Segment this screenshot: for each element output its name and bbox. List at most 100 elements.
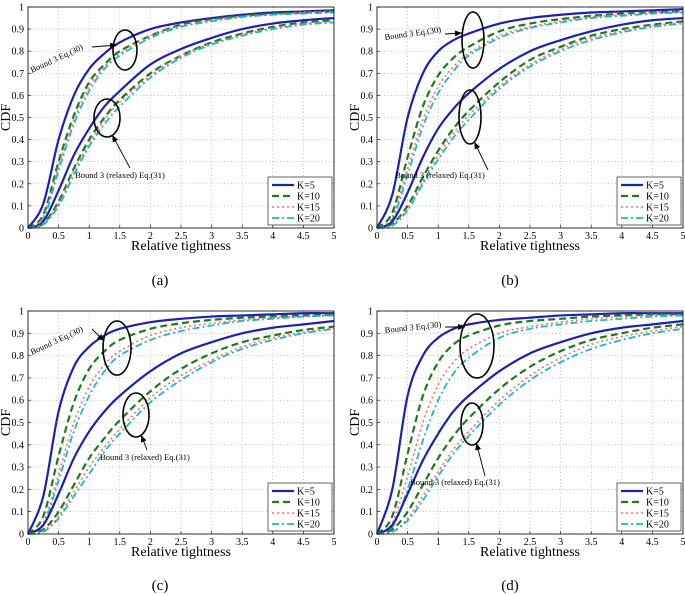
subplot-b: 0 0.5 1 1.5 2 2.5 3 3.5 4 4.5 5 0 0.1 0.2 0.3 0.4 0.5 0.6… (348, 3, 685, 290)
x-tick-label: 5 (681, 231, 685, 242)
y-tick-label: 0.9 (361, 329, 374, 340)
x-tick-label: 3 (558, 537, 563, 548)
legend-label: K=15 (297, 203, 320, 214)
y-tick-label: 1 (19, 307, 24, 318)
subplot-caption: (c) (152, 578, 169, 594)
y-tick-label: 0.5 (12, 418, 25, 429)
subplot-caption: (b) (501, 273, 519, 289)
x-tick-label: 0 (26, 537, 31, 548)
annotation-ellipse-lower (93, 98, 121, 138)
annotation-arrow-lower (111, 134, 131, 169)
x-tick-label: 2 (148, 231, 153, 242)
subplot-caption: (a) (152, 273, 169, 289)
x-tick-label: 4 (619, 231, 624, 242)
series-line-K5-eq31 (376, 16, 684, 230)
series-line-K5-eq31 (376, 319, 684, 535)
y-tick-label: 0.4 (361, 440, 374, 451)
x-tick-label: 2 (148, 537, 153, 548)
annotation-lower-label: Bound 3 (relaxed) Eq.(31) (100, 452, 190, 462)
legend-label: K=20 (646, 520, 669, 531)
x-tick-label: 0 (375, 231, 380, 242)
legend-label: K=5 (297, 181, 315, 192)
y-tick-label: 0.1 (361, 201, 374, 212)
x-tick-label: 3 (558, 231, 563, 242)
y-tick-label: 0.7 (12, 69, 25, 80)
series-line-K20-eq30 (27, 314, 335, 535)
x-tick-label: 4 (270, 231, 275, 242)
legend-label: K=5 (646, 181, 664, 192)
x-tick-label: 3.5 (236, 231, 249, 242)
x-tick-label: 1 (87, 231, 92, 242)
series-line-K5-eq31 (27, 319, 335, 535)
legend-label: K=15 (646, 203, 669, 214)
x-tick-label: 5 (332, 231, 337, 242)
x-tick-label: 4 (270, 537, 275, 548)
y-tick-label: 0.4 (12, 440, 25, 451)
subplot-a: 0 0.5 1 1.5 2 2.5 3 3.5 4 4.5 5 0 0.1 0.2 0.3 0.4 0.5 0.6… (0, 3, 337, 290)
x-tick-label: 3 (209, 537, 214, 548)
annotation-lower-label: Bound 3 (relaxed) Eq.(31) (75, 170, 165, 180)
series-line-K20-eq30 (376, 314, 684, 535)
series-line-K10-eq30 (27, 10, 335, 229)
x-tick-label: 2.5 (524, 231, 537, 242)
legend-label: K=20 (297, 520, 320, 531)
legend: K=5K=10K=15K=20 (616, 176, 682, 226)
y-tick-label: 0.3 (361, 463, 374, 474)
annotation-ellipse-upper (112, 29, 138, 71)
y-tick-label: 0.6 (361, 91, 374, 102)
y-tick-label: 0.7 (12, 373, 25, 384)
series-line-K20-eq31 (27, 327, 335, 535)
series-line-K5-eq30 (26, 312, 335, 535)
series-line-K15-eq31 (27, 20, 335, 229)
legend: K=5K=10K=15K=20 (267, 482, 333, 532)
x-tick-label: 2.5 (175, 231, 188, 242)
x-tick-label: 3.5 (236, 537, 249, 548)
series-line-K10-eq30 (376, 10, 684, 229)
x-tick-label: 2.5 (524, 537, 537, 548)
subplot-caption: (d) (501, 578, 519, 594)
x-tick-label: 0 (375, 537, 380, 548)
x-axis-label: Relative tightness (131, 239, 231, 254)
x-tick-label: 1 (436, 231, 441, 242)
x-tick-label: 2 (497, 537, 502, 548)
annotation-arrow-upper (91, 42, 118, 49)
legend-label: K=15 (646, 509, 669, 520)
x-tick-label: 2 (497, 231, 502, 242)
series-line-K5-eq30 (376, 8, 684, 229)
x-tick-label: 3.5 (585, 537, 598, 548)
subplot-d: 0 0.5 1 1.5 2 2.5 3 3.5 4 4.5 5 0 0.1 0.2 0.3 0.4 0.5 0.6… (348, 307, 685, 595)
annotation-ellipse-upper (102, 320, 132, 376)
y-tick-label: 0.3 (361, 157, 374, 168)
y-tick-label: 0.8 (361, 351, 374, 362)
annotation-ellipse-lower (460, 402, 484, 446)
y-tick-label: 0.9 (12, 25, 25, 36)
y-tick-label: 0.6 (12, 91, 25, 102)
legend: K=5K=10K=15K=20 (616, 482, 682, 532)
annotation-arrow-lower (140, 434, 148, 451)
legend-label: K=15 (297, 509, 320, 520)
legend-label: K=5 (297, 487, 315, 498)
annotation-lower-label: Bound 3 (relaxed) Eq.(31) (395, 170, 485, 180)
y-tick-label: 0 (19, 530, 24, 541)
y-tick-label: 0.2 (12, 485, 25, 496)
y-axis-label: CDF (348, 409, 363, 436)
x-tick-label: 0.5 (401, 231, 414, 242)
x-tick-label: 4.5 (646, 231, 659, 242)
x-tick-label: 1.5 (463, 231, 476, 242)
series-line-K20-eq31 (376, 22, 684, 229)
y-tick-label: 0.9 (12, 329, 25, 340)
x-axis-label: Relative tightness (131, 545, 231, 560)
y-tick-label: 0.8 (12, 47, 25, 58)
y-tick-label: 0.4 (12, 135, 25, 146)
annotation-ellipse-lower (122, 392, 150, 438)
x-tick-label: 0.5 (52, 231, 65, 242)
annotation-lower-label: Bound 3 (relaxed) Eq.(31) (410, 477, 500, 487)
x-tick-label: 0 (26, 231, 31, 242)
y-tick-label: 1 (19, 3, 24, 14)
legend: K=5K=10K=15K=20 (267, 176, 333, 226)
subplot-c: 0 0.5 1 1.5 2 2.5 3 3.5 4 4.5 5 0 0.1 0.2 0.3 0.4 0.5 0.6… (0, 307, 337, 595)
y-tick-label: 0.2 (12, 179, 25, 190)
x-tick-label: 1.5 (463, 537, 476, 548)
legend-label: K=10 (297, 498, 320, 509)
